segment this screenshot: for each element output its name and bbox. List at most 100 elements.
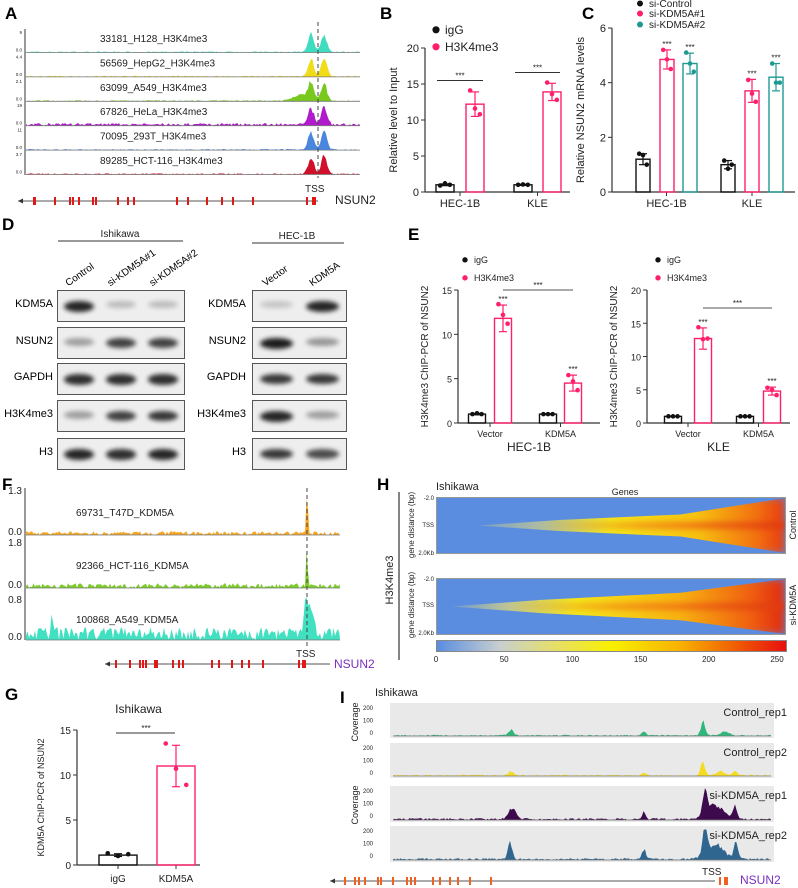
data-point xyxy=(777,80,783,85)
y-tick-label: 100 xyxy=(363,842,374,848)
coverage-ylabel-1: Coverage xyxy=(350,702,360,741)
ytick: 2.0Kb xyxy=(418,551,434,557)
significance-label: *** xyxy=(533,64,542,73)
y-tick-label: 4 xyxy=(600,78,606,90)
data-point xyxy=(525,182,531,188)
exon xyxy=(117,197,119,205)
exon xyxy=(364,877,366,885)
x-axis-label: KLE xyxy=(707,440,730,454)
blot-h3k4me3 xyxy=(57,400,185,432)
y-tick-label: 0 xyxy=(413,187,419,199)
legend-marker xyxy=(637,10,643,17)
data-point xyxy=(729,162,735,167)
data-point xyxy=(725,166,731,172)
exon xyxy=(72,197,74,205)
significance-label: *** xyxy=(733,299,742,308)
coverage-signal xyxy=(26,31,360,53)
bar xyxy=(768,76,784,193)
data-point xyxy=(683,50,689,55)
track-max: 4.4 xyxy=(16,54,23,59)
data-point xyxy=(183,782,189,788)
legend-label: si-KDM5A#1 xyxy=(649,9,706,20)
data-point xyxy=(773,80,779,85)
data-point xyxy=(738,414,743,419)
protein-band xyxy=(259,301,293,308)
exon xyxy=(306,197,308,205)
track-max: 11 xyxy=(17,128,22,133)
y-tick-label: 5 xyxy=(65,816,71,827)
coverage-signal xyxy=(26,498,340,535)
track-min: 0.0 xyxy=(16,121,23,126)
y-tick-label: 0 xyxy=(370,731,374,737)
category-label: HEC-1B xyxy=(646,198,686,210)
legend-label: si-Control xyxy=(649,0,692,10)
y-tick-label: 5 xyxy=(636,386,641,396)
colorbar-tick: 200 xyxy=(702,655,716,664)
protein-band xyxy=(259,374,293,385)
y-tick-label: 2 xyxy=(600,132,606,144)
blot-row-label: H3 xyxy=(231,446,246,458)
panel-i-coverage: Ishikawa Coverage Coverage TSS NSUN2 Con… xyxy=(330,687,787,887)
data-point xyxy=(687,61,693,66)
legend-marker xyxy=(655,275,661,281)
significance-label: *** xyxy=(747,69,756,78)
protein-band xyxy=(306,411,340,419)
data-point xyxy=(477,111,483,117)
data-point xyxy=(472,106,478,111)
coverage-signal xyxy=(393,829,771,860)
track-label: 63099_A549_H3K4me3 xyxy=(100,83,207,94)
bar xyxy=(693,337,713,424)
strand-arrow-icon xyxy=(330,878,335,884)
significance-label: *** xyxy=(533,281,542,290)
exon xyxy=(304,660,306,668)
significance-label: *** xyxy=(771,54,780,63)
coverage-signal xyxy=(26,597,340,640)
data-point xyxy=(442,181,448,186)
data-point xyxy=(765,385,770,391)
category-label: KDM5A xyxy=(743,429,774,439)
colorbar xyxy=(436,640,787,652)
data-point xyxy=(644,162,650,167)
data-point xyxy=(575,387,580,393)
data-point xyxy=(545,411,551,417)
category-label: KLE xyxy=(742,198,763,210)
gene-label: NSUN2 xyxy=(334,657,375,671)
blot-row-label: NSUN2 xyxy=(15,335,53,347)
bar xyxy=(659,58,675,193)
data-point xyxy=(474,410,480,416)
legend-label: H3K4me3 xyxy=(445,40,499,54)
legend-marker xyxy=(432,43,440,51)
protein-band xyxy=(148,301,178,308)
y-tick-label: 0 xyxy=(447,419,452,429)
blot-row-label: GAPDH xyxy=(206,371,246,383)
track-min: 0.0 xyxy=(8,527,22,538)
exon xyxy=(380,877,382,885)
exon xyxy=(410,877,412,885)
heatmap-si-kdm5a xyxy=(436,578,786,635)
exon xyxy=(724,877,726,885)
protein-band xyxy=(306,374,340,385)
track-min: 0.0 xyxy=(8,580,22,591)
exon xyxy=(69,197,71,205)
track-min: 0.0 xyxy=(16,72,23,77)
exon xyxy=(172,660,174,668)
data-point xyxy=(705,336,710,341)
coverage-signal xyxy=(26,106,360,126)
heatmap-xlabel: Genes xyxy=(612,487,639,497)
data-point xyxy=(691,69,697,75)
coverage-signal xyxy=(393,788,771,820)
track-label: Control_rep2 xyxy=(723,747,787,759)
data-point xyxy=(163,741,169,746)
data-point xyxy=(467,88,473,93)
legend-label: H3K4me3 xyxy=(667,273,707,283)
panel-h-heatmap: Ishikawa Genes H3K4me3 gene distance (bp… xyxy=(384,481,798,664)
y-tick-label: 200 xyxy=(363,706,374,712)
panel-label-f: F xyxy=(2,475,12,494)
y-tick-label: 200 xyxy=(363,789,374,795)
legend-label: igG xyxy=(474,255,488,265)
y-axis-label: H3K4me3 ChIP-PCR of NSUN2 xyxy=(609,285,620,427)
track-max: 1.3 xyxy=(8,486,22,497)
bar xyxy=(542,91,562,193)
category-label: Vector xyxy=(675,429,701,439)
